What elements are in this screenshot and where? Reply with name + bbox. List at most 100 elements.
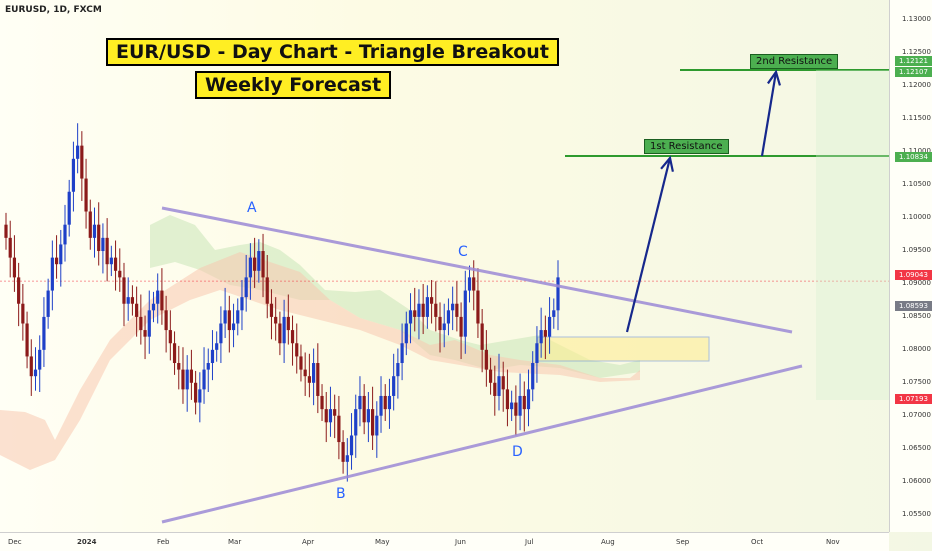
candle bbox=[50, 240, 54, 311]
point-d-label: D bbox=[512, 444, 523, 460]
candle-body bbox=[236, 310, 240, 324]
candle bbox=[25, 311, 29, 369]
candle-body bbox=[198, 389, 202, 403]
candle bbox=[514, 385, 518, 436]
candle bbox=[383, 384, 387, 421]
candle bbox=[76, 123, 80, 174]
candle-body bbox=[4, 224, 8, 238]
candle bbox=[29, 339, 33, 396]
candle bbox=[8, 220, 12, 278]
candle bbox=[172, 331, 177, 375]
candle-body bbox=[25, 323, 29, 357]
price-tick-label: 1.11500 bbox=[902, 114, 931, 123]
candle bbox=[392, 353, 396, 411]
candle bbox=[324, 392, 328, 443]
candle-body bbox=[341, 442, 345, 462]
candle bbox=[379, 376, 383, 433]
candle bbox=[446, 298, 451, 336]
candle bbox=[105, 218, 109, 282]
candle-body bbox=[295, 343, 299, 357]
price-tick-label: 1.11000 bbox=[902, 147, 931, 155]
candle bbox=[434, 281, 438, 332]
candle bbox=[46, 278, 50, 329]
candle-body bbox=[67, 191, 71, 225]
candle bbox=[451, 286, 455, 331]
price-tag: 1.09043 bbox=[895, 270, 932, 280]
candle-body bbox=[362, 395, 366, 423]
candle bbox=[135, 286, 139, 337]
time-axis[interactable]: Dec 2024 Feb Mar Apr May Jun Jul Aug Sep Oct Nov bbox=[0, 532, 889, 551]
candle bbox=[484, 330, 488, 387]
price-axis[interactable]: 1.13000 1.12500 1.12000 1.11500 1.11000 1.105… bbox=[889, 0, 932, 532]
time-tick-label: 2024 bbox=[77, 538, 97, 546]
candle bbox=[215, 331, 219, 362]
candle bbox=[88, 199, 92, 250]
candle bbox=[467, 265, 472, 303]
candle-body bbox=[160, 290, 164, 311]
candle-body bbox=[522, 395, 526, 410]
price-tick-label: 1.10000 bbox=[902, 213, 931, 222]
candle bbox=[552, 298, 556, 329]
candle-body bbox=[215, 343, 219, 350]
candle bbox=[189, 349, 194, 400]
forecast-arrow-2 bbox=[760, 69, 781, 157]
candle bbox=[236, 298, 240, 336]
price-tick-label: 1.06500 bbox=[902, 443, 931, 452]
candle bbox=[337, 395, 341, 460]
candle bbox=[139, 294, 143, 345]
candle bbox=[198, 372, 202, 423]
candle bbox=[320, 384, 324, 421]
candle bbox=[510, 390, 514, 421]
candle-body bbox=[253, 257, 257, 271]
candle-body bbox=[97, 224, 101, 252]
candle bbox=[354, 394, 358, 458]
candle-body bbox=[113, 257, 118, 271]
candle-body bbox=[467, 277, 472, 291]
candle bbox=[476, 268, 480, 338]
price-tag: 1.08593 bbox=[895, 301, 932, 311]
candle-body bbox=[547, 316, 552, 337]
candle-body bbox=[396, 363, 400, 377]
candle bbox=[274, 297, 278, 341]
resistance-2-label: 2nd Resistance bbox=[750, 54, 839, 69]
price-tick-label: 1.07000 bbox=[902, 410, 931, 419]
candle-body bbox=[101, 237, 105, 252]
forecast-arrow-2-shaft bbox=[760, 71, 778, 157]
candle bbox=[501, 361, 505, 412]
candle-body bbox=[404, 323, 408, 344]
candle bbox=[345, 438, 349, 482]
candle-body bbox=[400, 343, 404, 364]
candle bbox=[290, 315, 295, 366]
candle bbox=[488, 357, 493, 395]
candle-body bbox=[219, 323, 223, 344]
candle bbox=[4, 212, 8, 250]
candle bbox=[265, 254, 269, 319]
candle-body bbox=[202, 369, 206, 390]
candle bbox=[349, 413, 354, 470]
candle-body bbox=[12, 257, 17, 278]
candle-body bbox=[299, 356, 303, 370]
candle-body bbox=[455, 303, 459, 317]
candle bbox=[248, 243, 252, 300]
candle-body bbox=[451, 303, 455, 311]
candle-body bbox=[231, 323, 236, 331]
candle bbox=[181, 347, 185, 404]
candle bbox=[42, 297, 46, 367]
price-chart[interactable] bbox=[0, 0, 889, 532]
candle bbox=[547, 297, 552, 354]
time-tick-label: Oct bbox=[751, 538, 764, 546]
candle-body bbox=[257, 251, 261, 271]
candle-body bbox=[88, 211, 92, 238]
candle bbox=[59, 229, 63, 287]
candle-body bbox=[379, 395, 383, 416]
candle bbox=[455, 281, 459, 332]
candle-body bbox=[286, 316, 290, 331]
candle-body bbox=[446, 310, 451, 324]
candle bbox=[362, 384, 366, 435]
price-tag: 1.10834 bbox=[895, 152, 932, 162]
candle-body bbox=[526, 389, 531, 410]
chart-subtitle: Weekly Forecast bbox=[195, 71, 392, 99]
candle-body bbox=[156, 290, 160, 304]
candle-body bbox=[177, 363, 181, 370]
price-tick-label: 1.07500 bbox=[902, 377, 931, 386]
